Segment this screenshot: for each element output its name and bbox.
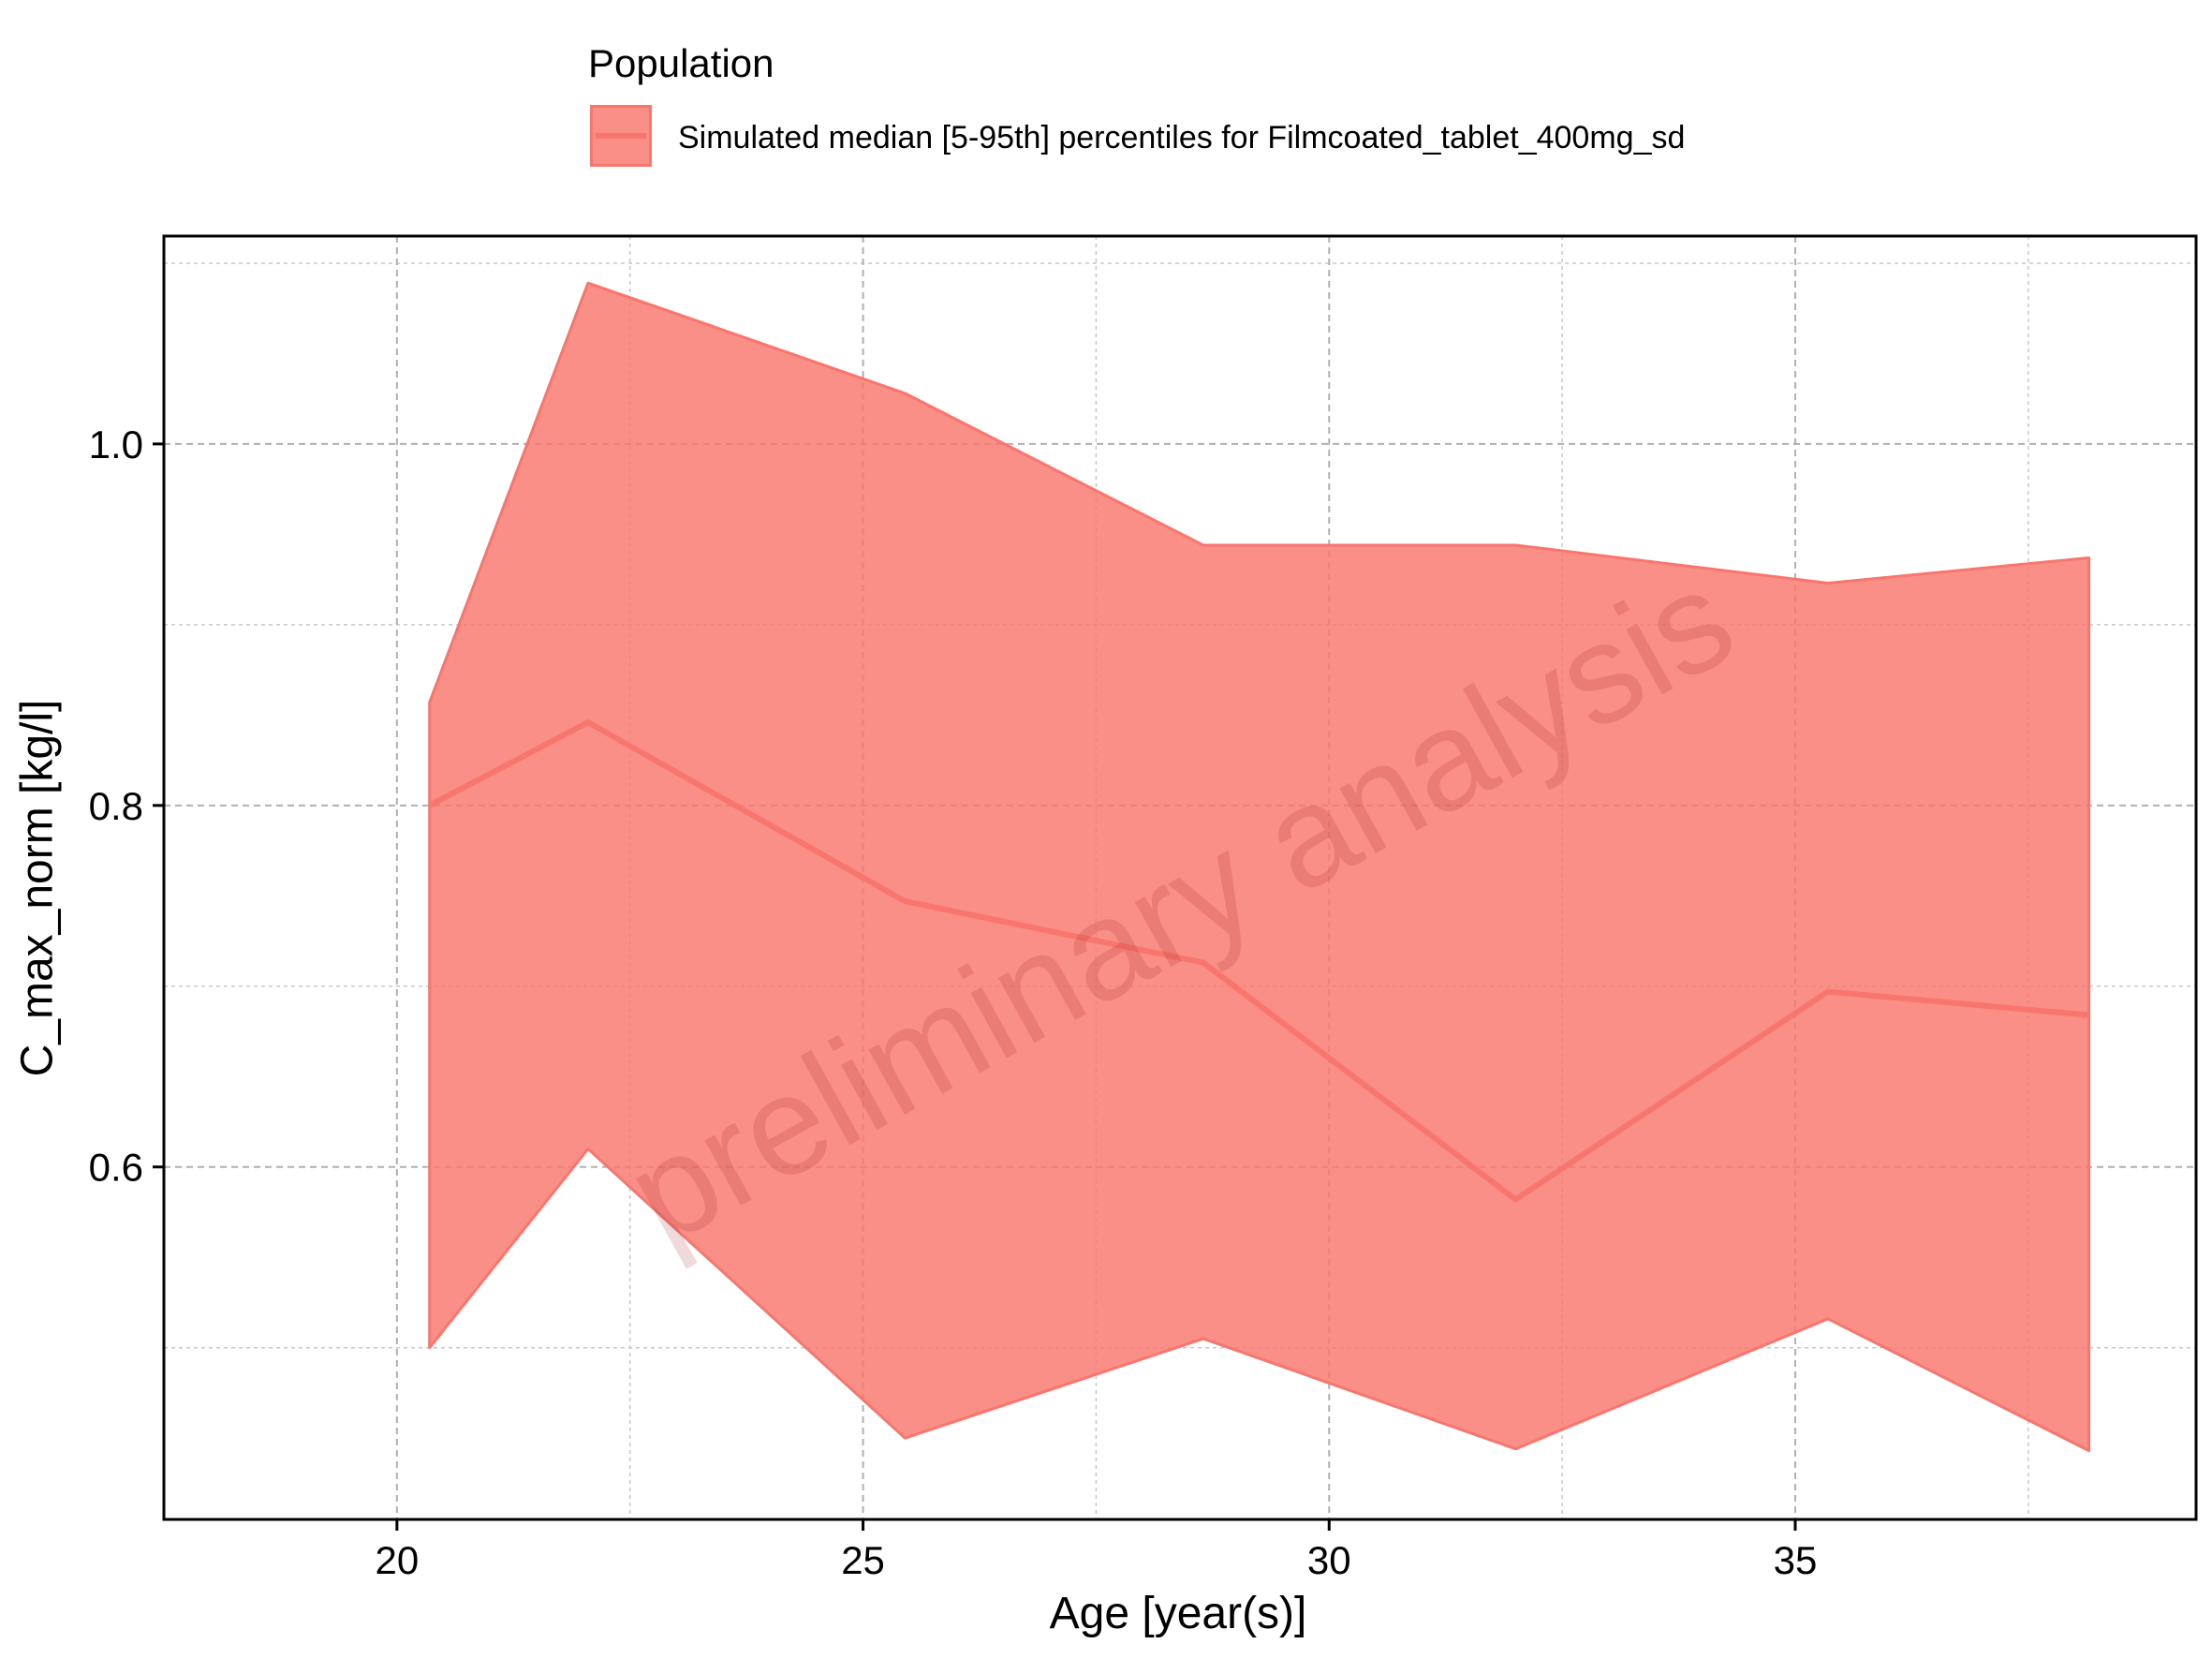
y-tick-label: 0.8 (89, 784, 143, 828)
x-tick-label: 25 (841, 1538, 885, 1582)
y-tick-label: 0.6 (89, 1146, 143, 1190)
y-axis: 0.6 0.8 1.0 (89, 422, 164, 1190)
legend-swatch (590, 105, 652, 167)
percentile-ribbon (428, 281, 2091, 1453)
x-axis-label: Age [year(s)] (1049, 1589, 1307, 1638)
legend-swatch-line (596, 133, 646, 139)
median-line-layer (428, 719, 2089, 1203)
y-tick-label: 1.0 (89, 422, 143, 467)
x-axis: 20 25 30 35 (375, 1519, 1817, 1582)
y-axis-label: C_max_norm [kg/l] (12, 699, 63, 1077)
plot-frame (162, 234, 2198, 1521)
percentile-ribbon-layer (428, 281, 2091, 1453)
x-tick-label: 30 (1307, 1538, 1351, 1582)
legend-label: Simulated median [5-95th] percentiles fo… (678, 120, 1686, 156)
legend-title: Population (588, 41, 774, 85)
x-tick-label: 20 (375, 1538, 419, 1582)
median-line (428, 719, 2089, 1203)
x-tick-label: 35 (1774, 1538, 1818, 1582)
